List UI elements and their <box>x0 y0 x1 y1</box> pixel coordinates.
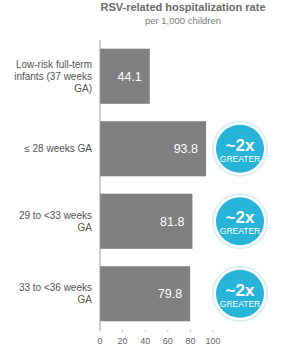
label-line: GA) <box>74 83 92 94</box>
badge: ~2xGREATER <box>212 193 268 249</box>
badge-border <box>214 195 267 248</box>
data-label: 79.8 <box>158 287 182 301</box>
data-label: 44.1 <box>117 70 141 84</box>
badge-ring <box>212 266 268 322</box>
label-line: ≤ 28 weeks GA <box>24 143 92 154</box>
category-label: 29 to <33 weeksGA <box>19 210 92 233</box>
tick-label: 60 <box>163 336 173 346</box>
label-line: 29 to <33 weeks <box>19 210 92 221</box>
badge-fill <box>216 125 264 173</box>
badge-small: GREATER <box>220 154 260 164</box>
data-label: 93.8 <box>174 142 198 156</box>
bar <box>100 121 206 176</box>
label-line: GA <box>78 294 93 305</box>
badge-big: ~2x <box>226 208 255 227</box>
badge-small: GREATER <box>220 226 260 236</box>
data-label: 81.8 <box>160 215 184 229</box>
tick-label: 80 <box>185 336 195 346</box>
label-line: 33 to <36 weeks <box>19 282 92 293</box>
badge: ~2xGREATER <box>212 121 268 177</box>
tick-label: 0 <box>97 336 102 346</box>
tick <box>190 330 191 332</box>
label-line: Low-risk full-term <box>16 59 92 70</box>
badge-fill <box>216 270 264 318</box>
axis-line <box>100 40 101 330</box>
tick <box>100 330 101 332</box>
badge-ring <box>212 121 268 177</box>
labels: Low-risk full-terminfants (37 weeksGA) 44… <box>14 59 198 306</box>
badge-fill <box>216 197 264 245</box>
badge-big: ~2x <box>226 136 255 155</box>
tick <box>167 330 168 332</box>
tick <box>145 330 146 332</box>
title: RSV-related hospitalization rate <box>100 1 265 13</box>
tick-label: 100 <box>205 336 220 346</box>
badge-small: GREATER <box>220 299 260 309</box>
subtitle: per 1,000 children <box>145 15 221 26</box>
bars <box>100 49 206 322</box>
badge-border <box>214 122 267 175</box>
bar <box>100 266 190 321</box>
badge-border <box>214 267 267 320</box>
label-line: GA <box>78 222 93 233</box>
bar <box>100 49 150 104</box>
tick-label: 20 <box>118 336 128 346</box>
category-label: ≤ 28 weeks GA <box>24 143 92 154</box>
badge-big: ~2x <box>226 281 255 300</box>
category-label: 33 to <36 weeksGA <box>19 282 92 305</box>
tick-label: 40 <box>140 336 150 346</box>
tick <box>122 330 123 332</box>
tick <box>213 330 214 332</box>
badge-ring <box>212 193 268 249</box>
bar <box>100 194 192 249</box>
category-label: Low-risk full-terminfants (37 weeksGA) <box>14 59 92 94</box>
badge: ~2xGREATER <box>212 266 268 322</box>
label-line: infants (37 weeks <box>14 71 92 82</box>
